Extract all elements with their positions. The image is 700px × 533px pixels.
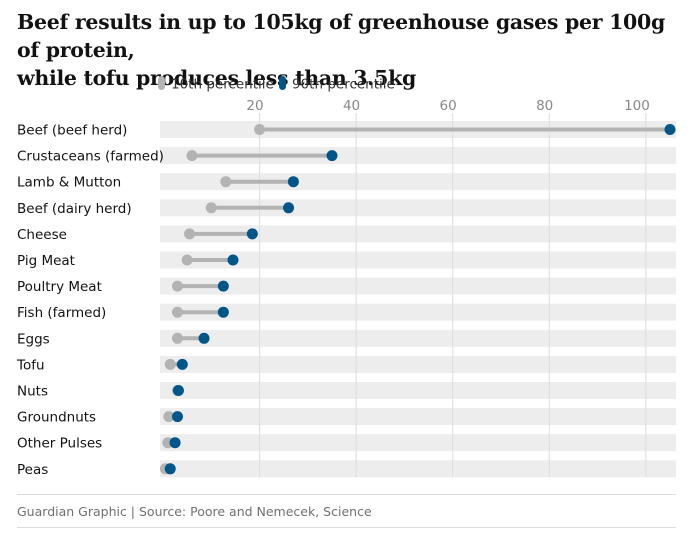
dumbbell-pig-meat [181, 254, 239, 266]
chart-title: Beef results in up to 105kg of greenhous… [17, 8, 687, 92]
row-track-lamb-mutton [160, 173, 676, 191]
point-90th-beef-dairy-herd [283, 202, 295, 214]
point-90th-poultry-meat [217, 280, 229, 292]
point-10th-poultry-meat [171, 280, 183, 292]
tick-label-20: 20 [246, 98, 263, 114]
dumbbell-fish-farmed [171, 306, 229, 318]
legend-item-90th-percentile: 90th percentile [279, 76, 395, 93]
dumbbell-groundnuts [163, 411, 183, 423]
point-90th-peas [164, 463, 176, 475]
category-label-peas: Peas [17, 462, 48, 478]
point-10th-cheese [184, 228, 196, 240]
point-90th-groundnuts [171, 411, 183, 423]
category-label-eggs: Eggs [17, 331, 50, 347]
source-note: Guardian Graphic | Source: Poore and Nem… [17, 504, 372, 519]
row-track-groundnuts [160, 408, 676, 426]
category-label-beef-beef-herd: Beef (beef herd) [17, 123, 127, 139]
dumbbell-peas [159, 463, 176, 475]
x-axis-ticks: 20 40 60 80 100 [246, 98, 650, 478]
row-track-eggs [160, 329, 676, 347]
dumbbell-cheese [184, 228, 258, 240]
row-track-cheese [160, 225, 676, 243]
point-90th-cheese [246, 228, 258, 240]
row-track-other-pulses [160, 434, 676, 452]
row-track-tofu [160, 355, 676, 373]
legend-swatch-90th-percentile [279, 76, 286, 90]
point-90th-beef-beef-herd [664, 124, 676, 135]
point-90th-fish-farmed [217, 306, 229, 318]
category-label-lamb-mutton: Lamb & Mutton [17, 175, 121, 191]
category-label-cheese: Cheese [17, 227, 67, 243]
dumbbell-nuts [171, 385, 184, 396]
point-10th-pig-meat [181, 254, 193, 266]
tick-label-40: 40 [343, 98, 360, 114]
point-10th-groundnuts [163, 411, 175, 423]
point-90th-other-pulses [169, 437, 181, 449]
dumbbell-tofu [164, 358, 188, 370]
dumbbell-lamb-mutton [220, 176, 299, 188]
dumbbell-other-pulses [162, 437, 181, 449]
dumbbell-eggs [171, 332, 210, 344]
point-10th-eggs [171, 332, 183, 344]
category-label-tofu: Tofu [16, 357, 45, 373]
row-track-pig-meat [160, 251, 676, 269]
point-10th-crustaceans-farmed [186, 150, 198, 162]
point-90th-tofu [176, 358, 188, 370]
dumbbell-beef-dairy-herd [205, 202, 295, 214]
footer-rule-bottom [17, 527, 676, 528]
row-track-poultry-meat [160, 277, 676, 295]
category-label-crustaceans-farmed: Crustaceans (farmed) [17, 149, 164, 165]
point-10th-tofu [164, 358, 176, 370]
category-label-groundnuts: Groundnuts [17, 410, 96, 426]
title-line-2: while tofu produces less than 3.5kg [17, 66, 417, 90]
legend: 10th percentile 90th percentile [158, 76, 395, 93]
legend-label-10th-percentile: 10th percentile [171, 77, 274, 93]
dumbbell-crustaceans-farmed [186, 150, 338, 162]
point-10th-beef-dairy-herd [205, 202, 217, 214]
dumbbell-beef-beef-herd [254, 124, 676, 135]
category-label-nuts: Nuts [17, 384, 48, 400]
row-track-nuts [160, 382, 676, 399]
tick-label-100: 100 [624, 98, 650, 114]
point-90th-lamb-mutton [287, 176, 299, 188]
category-label-fish-farmed: Fish (farmed) [17, 305, 106, 321]
legend-item-10th-percentile: 10th percentile [158, 76, 274, 93]
row-track-fish-farmed [160, 303, 676, 321]
category-label-other-pulses: Other Pulses [17, 436, 102, 452]
point-90th-pig-meat [227, 254, 239, 266]
legend-swatch-10th-percentile [158, 76, 165, 90]
dumbbell-poultry-meat [171, 280, 229, 292]
data-marks [159, 124, 676, 475]
point-90th-eggs [198, 332, 210, 344]
tick-label-60: 60 [440, 98, 457, 114]
point-10th-lamb-mutton [220, 176, 232, 188]
legend-label-90th-percentile: 90th percentile [292, 77, 395, 93]
category-label-beef-dairy-herd: Beef (dairy herd) [17, 201, 132, 217]
category-label-pig-meat: Pig Meat [17, 253, 75, 269]
row-track-peas [160, 460, 676, 478]
row-tracks [160, 121, 676, 478]
category-labels: Beef (beef herd) Crustaceans (farmed) Lamb… [16, 123, 164, 478]
point-90th-crustaceans-farmed [326, 150, 338, 162]
title-line-1: Beef results in up to 105kg of greenhous… [17, 10, 666, 62]
row-track-crustaceans-farmed [160, 147, 676, 165]
point-90th-nuts [172, 385, 184, 396]
category-label-poultry-meat: Poultry Meat [17, 279, 102, 295]
point-10th-fish-farmed [171, 306, 183, 318]
tick-label-80: 80 [536, 98, 553, 114]
point-10th-beef-beef-herd [254, 124, 266, 135]
footer-rule-top [17, 494, 676, 495]
